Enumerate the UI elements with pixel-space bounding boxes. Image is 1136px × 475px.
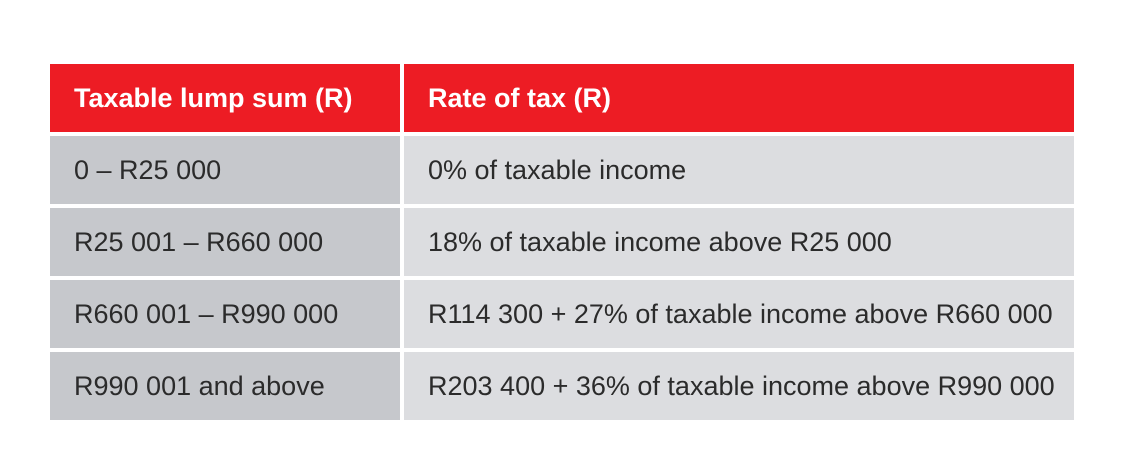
table-row-2-rate: 18% of taxable income above R25 000	[404, 208, 1074, 276]
tax-rate-table: Taxable lump sum (R) Rate of tax (R) 0 –…	[50, 64, 1074, 420]
table-row-4-rate: R203 400 + 36% of taxable income above R…	[404, 352, 1074, 420]
table-row-3-lump-sum: R660 001 – R990 000	[50, 280, 400, 348]
table-row-2-lump-sum: R25 001 – R660 000	[50, 208, 400, 276]
column-header-rate-of-tax: Rate of tax (R)	[404, 64, 1074, 132]
table-row-1-lump-sum: 0 – R25 000	[50, 136, 400, 204]
table-row-4-lump-sum: R990 001 and above	[50, 352, 400, 420]
column-header-taxable-lump-sum: Taxable lump sum (R)	[50, 64, 400, 132]
table-row-3-rate: R114 300 + 27% of taxable income above R…	[404, 280, 1074, 348]
table-row-1-rate: 0% of taxable income	[404, 136, 1074, 204]
